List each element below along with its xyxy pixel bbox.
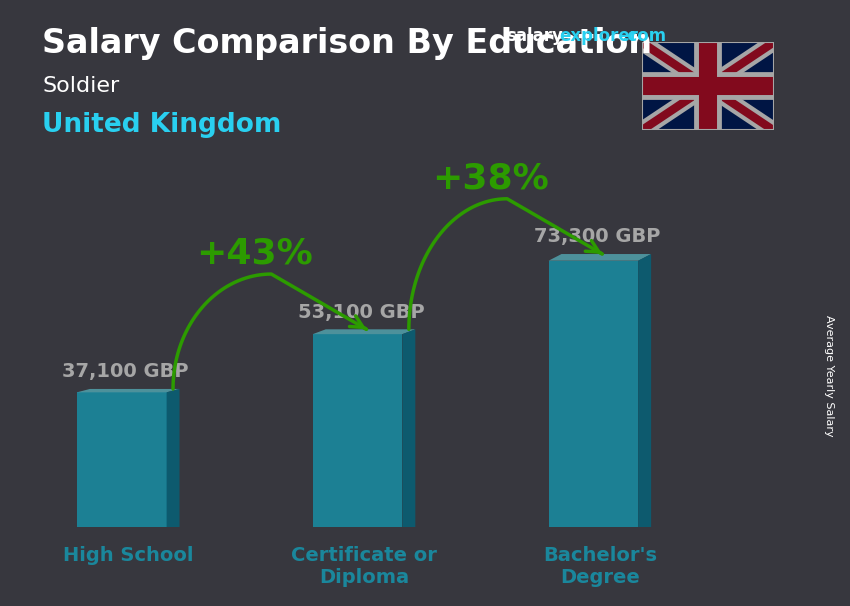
Text: salary: salary xyxy=(506,27,563,45)
Text: Average Yearly Salary: Average Yearly Salary xyxy=(824,315,834,436)
Text: Certificate or
Diploma: Certificate or Diploma xyxy=(291,546,437,587)
Text: High School: High School xyxy=(63,546,194,565)
Text: Salary Comparison By Education: Salary Comparison By Education xyxy=(42,27,653,60)
Polygon shape xyxy=(548,261,638,527)
Text: Bachelor's
Degree: Bachelor's Degree xyxy=(543,546,657,587)
Polygon shape xyxy=(313,334,402,527)
Text: +43%: +43% xyxy=(196,236,313,271)
Polygon shape xyxy=(77,389,179,392)
Text: 73,300 GBP: 73,300 GBP xyxy=(534,227,660,247)
Polygon shape xyxy=(402,329,416,527)
Polygon shape xyxy=(313,329,416,334)
Text: United Kingdom: United Kingdom xyxy=(42,112,282,138)
Text: Soldier: Soldier xyxy=(42,76,120,96)
Polygon shape xyxy=(167,389,179,527)
Text: +38%: +38% xyxy=(432,161,548,195)
Text: .com: .com xyxy=(621,27,666,45)
Polygon shape xyxy=(77,392,167,527)
Text: 37,100 GBP: 37,100 GBP xyxy=(62,362,189,381)
Polygon shape xyxy=(548,254,651,261)
Polygon shape xyxy=(638,254,651,527)
Text: explorer: explorer xyxy=(559,27,638,45)
Text: 53,100 GBP: 53,100 GBP xyxy=(298,303,425,322)
